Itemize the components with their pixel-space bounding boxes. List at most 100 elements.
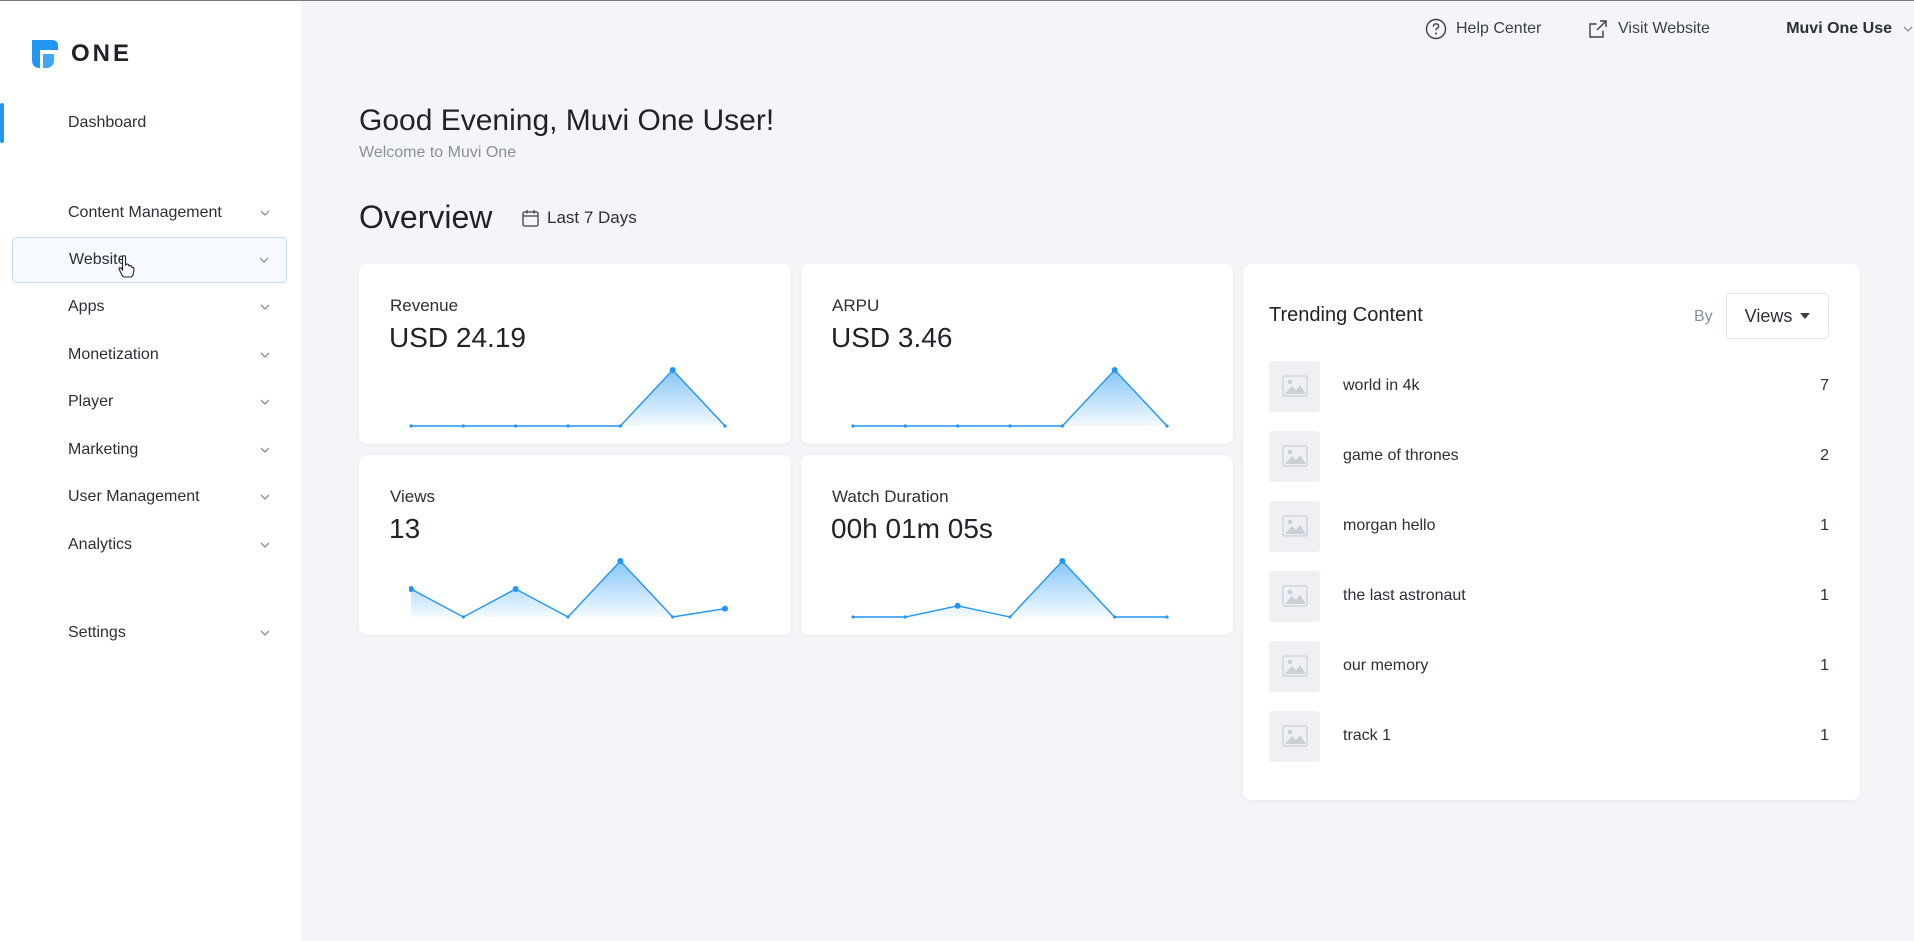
sparkline-point bbox=[1165, 424, 1169, 428]
sparkline-point bbox=[618, 424, 622, 428]
trending-item[interactable]: morgan hello 1 bbox=[1269, 500, 1829, 552]
sparkline-point bbox=[1060, 424, 1064, 428]
sidebar-item-label: Analytics bbox=[68, 536, 133, 553]
sparkline-point bbox=[409, 586, 414, 592]
sparkline-point bbox=[1008, 615, 1012, 619]
logo-text: ONE bbox=[71, 40, 133, 67]
thumbnail-placeholder bbox=[1269, 430, 1320, 482]
card-value: 13 bbox=[389, 513, 421, 544]
trending-content-panel: Trending Content By Views world in 4k 7 … bbox=[1243, 264, 1860, 800]
sparkline-line bbox=[853, 559, 1167, 618]
sparkline-point bbox=[1059, 558, 1066, 564]
sparkline-point bbox=[954, 602, 961, 609]
card-label: Watch Duration bbox=[832, 487, 949, 506]
chevron-down-icon bbox=[1903, 26, 1913, 32]
trending-item[interactable]: the last astronaut 1 bbox=[1269, 570, 1829, 622]
sparkline-point bbox=[669, 367, 676, 373]
sparkline-point bbox=[617, 558, 624, 564]
sparkline-point bbox=[461, 424, 465, 428]
brand-logo[interactable]: ONE bbox=[29, 37, 132, 71]
chevron-down-icon bbox=[260, 447, 270, 453]
sparkline-area bbox=[411, 561, 725, 617]
trending-item-title: morgan hello bbox=[1343, 517, 1436, 534]
caret-down-icon bbox=[1800, 313, 1811, 319]
sidebar-item-dashboard[interactable]: Dashboard bbox=[12, 100, 287, 146]
sidebar-item-marketing[interactable]: Marketing bbox=[12, 427, 287, 473]
chevron-down-icon bbox=[260, 352, 270, 358]
sidebar-item-label: Player bbox=[68, 393, 114, 410]
sparkline-point bbox=[1165, 615, 1169, 619]
sparkline-point bbox=[409, 424, 413, 428]
sidebar-item-website[interactable]: Website bbox=[12, 237, 287, 283]
sparkline-area bbox=[411, 370, 725, 426]
active-indicator bbox=[0, 103, 4, 143]
image-placeholder-icon bbox=[1281, 445, 1308, 467]
sidebar-item-player[interactable]: Player bbox=[12, 379, 287, 425]
sparkline-area bbox=[853, 370, 1167, 426]
sidebar-item-apps[interactable]: Apps bbox=[12, 284, 287, 330]
image-placeholder-icon bbox=[1281, 375, 1308, 397]
thumbnail-placeholder bbox=[1269, 500, 1320, 552]
sidebar-item-content-management[interactable]: Content Management bbox=[12, 190, 287, 236]
sidebar-item-label: Content Management bbox=[68, 204, 222, 221]
views-card[interactable]: Views 13 bbox=[359, 455, 791, 635]
sparkline-point bbox=[566, 615, 570, 619]
chevron-down-icon bbox=[260, 210, 270, 216]
sparkline-point bbox=[851, 615, 855, 619]
sparkline-point bbox=[461, 615, 465, 619]
sort-by-dropdown[interactable]: Views bbox=[1726, 293, 1829, 339]
visit-website-link[interactable]: Visit Website bbox=[1587, 18, 1710, 40]
chevron-down-icon bbox=[260, 630, 270, 636]
sparkline-point bbox=[1113, 615, 1117, 619]
sidebar-item-user-management[interactable]: User Management bbox=[12, 474, 287, 520]
card-value: USD 24.19 bbox=[389, 322, 526, 353]
calendar-icon bbox=[522, 210, 539, 227]
sidebar-item-label: Settings bbox=[68, 624, 126, 641]
sidebar-item-settings[interactable]: Settings bbox=[12, 610, 287, 656]
help-circle-icon bbox=[1425, 18, 1447, 40]
trending-item-count: 2 bbox=[1820, 447, 1829, 464]
sidebar-item-label: Website bbox=[69, 251, 127, 268]
trending-item-count: 7 bbox=[1820, 377, 1829, 394]
sidebar-item-analytics[interactable]: Analytics bbox=[12, 522, 287, 568]
card-label: Views bbox=[390, 487, 436, 506]
user-menu[interactable]: Muvi One Use bbox=[1786, 20, 1914, 38]
thumbnail-placeholder bbox=[1269, 360, 1320, 412]
arpu-card[interactable]: ARPU USD 3.46 bbox=[801, 264, 1233, 444]
sidebar-item-monetization[interactable]: Monetization bbox=[12, 332, 287, 378]
trending-item[interactable]: game of thrones 2 bbox=[1269, 430, 1829, 482]
trending-item-count: 1 bbox=[1820, 727, 1829, 744]
sparkline-area bbox=[853, 561, 1167, 617]
card-value: USD 3.46 bbox=[831, 322, 953, 353]
hand-cursor-icon bbox=[118, 255, 135, 278]
trending-title: Trending Content bbox=[1269, 304, 1423, 326]
sidebar-item-label: Marketing bbox=[68, 441, 139, 458]
trending-item-count: 1 bbox=[1820, 587, 1829, 604]
date-range-selector[interactable]: Last 7 Days bbox=[522, 208, 637, 228]
card-label: Revenue bbox=[390, 296, 459, 315]
trending-item[interactable]: our memory 1 bbox=[1269, 640, 1829, 692]
trending-item-title: world in 4k bbox=[1343, 377, 1420, 394]
image-placeholder-icon bbox=[1281, 655, 1308, 677]
revenue-card[interactable]: Revenue USD 24.19 bbox=[359, 264, 791, 444]
sparkline-point bbox=[514, 424, 518, 428]
sparkline-point bbox=[1008, 424, 1012, 428]
help-center-link[interactable]: Help Center bbox=[1425, 18, 1541, 40]
thumbnail-placeholder bbox=[1269, 570, 1320, 622]
trending-item[interactable]: track 1 1 bbox=[1269, 710, 1829, 762]
watch-duration-card[interactable]: Watch Duration 00h 01m 05s bbox=[801, 455, 1233, 635]
sparkline-point bbox=[956, 424, 960, 428]
sparkline-line bbox=[410, 559, 726, 618]
trending-item[interactable]: world in 4k 7 bbox=[1269, 360, 1829, 412]
chevron-down-icon bbox=[259, 257, 269, 263]
trending-item-title: game of thrones bbox=[1343, 447, 1459, 464]
date-range-label: Last 7 Days bbox=[547, 208, 637, 227]
trending-item-title: the last astronaut bbox=[1343, 587, 1466, 604]
card-value: 00h 01m 05s bbox=[831, 513, 993, 544]
sparkline-point bbox=[512, 586, 519, 592]
sidebar-item-label: Dashboard bbox=[68, 114, 147, 131]
watch-duration-sparkline bbox=[851, 558, 1169, 619]
card-label: ARPU bbox=[832, 296, 880, 315]
sidebar-item-label: Monetization bbox=[68, 346, 159, 363]
sidebar-item-label: User Management bbox=[68, 488, 200, 505]
